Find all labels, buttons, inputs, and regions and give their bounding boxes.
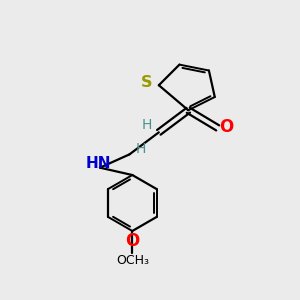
Text: O: O [219,118,234,136]
Text: OCH₃: OCH₃ [116,254,149,267]
Text: HN: HN [86,156,111,171]
Text: H: H [142,118,152,132]
Text: H: H [135,142,146,155]
Text: S: S [141,75,152,90]
Text: O: O [125,232,140,250]
